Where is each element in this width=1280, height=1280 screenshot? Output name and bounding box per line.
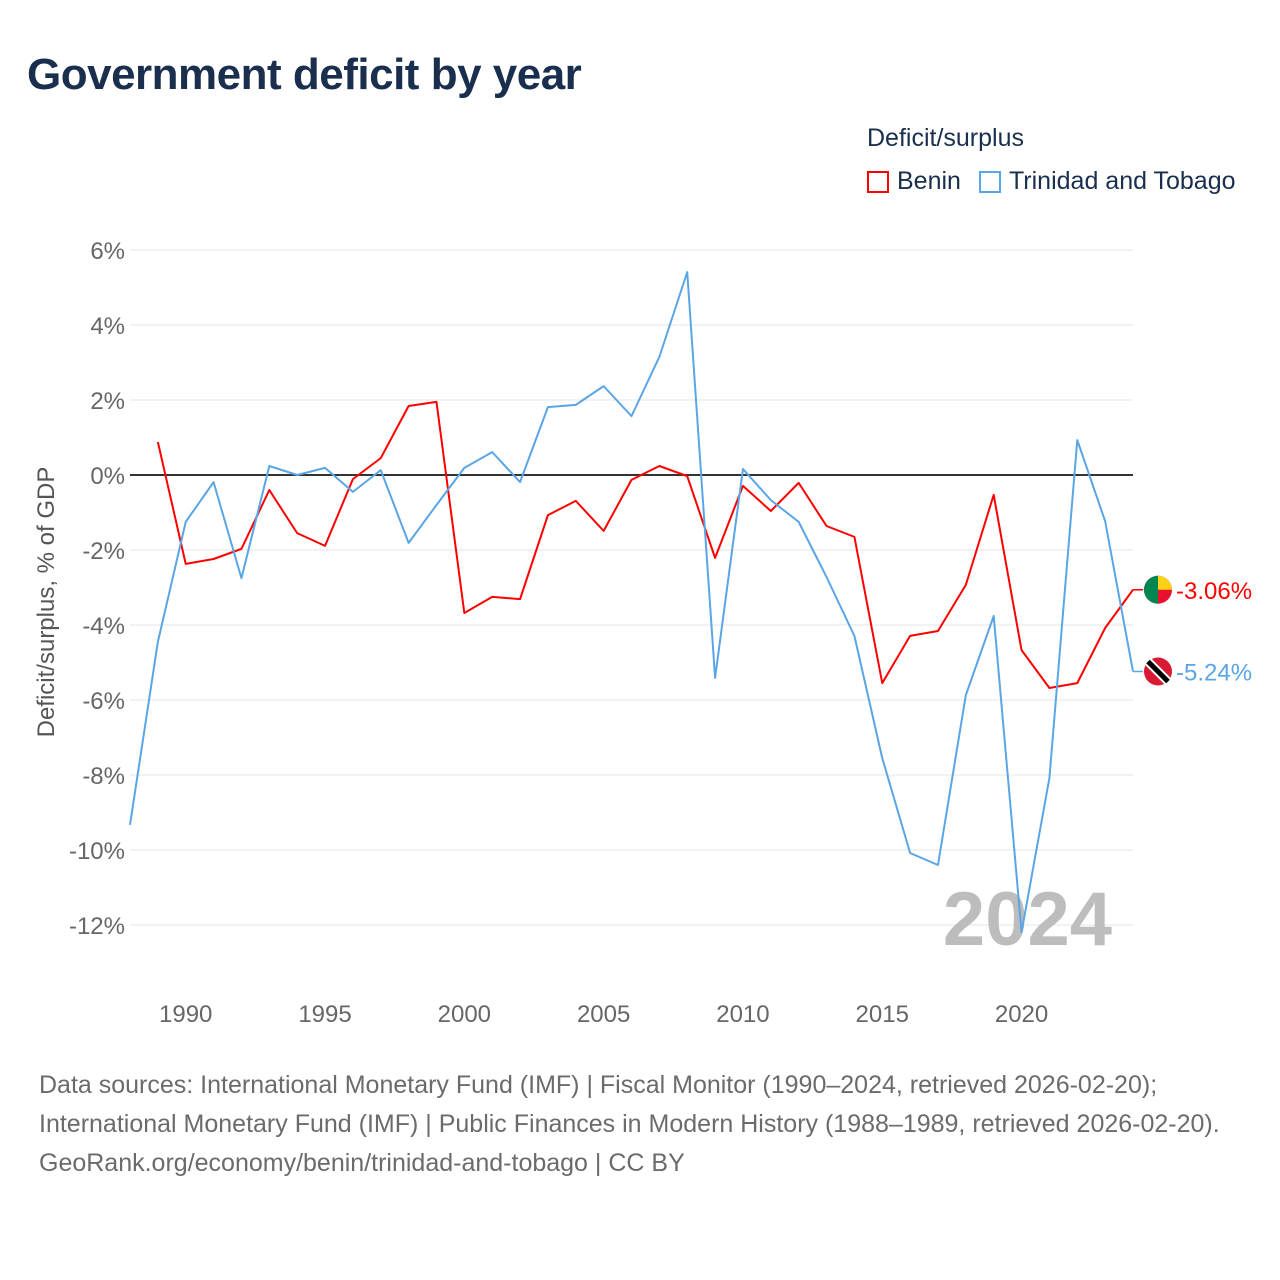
legend-swatch bbox=[978, 170, 1001, 193]
legend-label: Trinidad and Tobago bbox=[1008, 167, 1236, 195]
y-tick-label: 2% bbox=[90, 388, 125, 415]
legend-label: Benin bbox=[897, 167, 961, 195]
legend: Deficit/surplus Benin Trinidad and Tobag… bbox=[867, 124, 1254, 196]
benin-flag-green bbox=[1144, 575, 1158, 604]
end-value-label: -3.06% bbox=[1176, 578, 1252, 605]
x-tick-label: 2010 bbox=[716, 1001, 769, 1028]
legend-title: Deficit/surplus bbox=[867, 124, 1024, 152]
legend-swatch bbox=[867, 170, 889, 193]
x-tick-label: 2015 bbox=[856, 1001, 909, 1028]
legend-item-benin[interactable]: Benin bbox=[867, 167, 961, 196]
end-value-label: -5.24% bbox=[1176, 660, 1252, 687]
y-tick-label: -4% bbox=[82, 613, 125, 640]
y-tick-label: 6% bbox=[90, 238, 125, 265]
footer: Data sources: International Monetary Fun… bbox=[39, 1066, 1239, 1183]
y-tick-label: 4% bbox=[90, 313, 125, 340]
series-line-trinidad-and-tobago bbox=[129, 271, 1134, 934]
y-tick-label: -8% bbox=[82, 763, 125, 790]
x-tick-label: 1990 bbox=[159, 1001, 212, 1028]
x-tick-label: 1995 bbox=[298, 1001, 351, 1028]
year-watermark: 2024 bbox=[943, 877, 1112, 962]
y-tick-label: -2% bbox=[82, 538, 125, 565]
x-tick-label: 2005 bbox=[577, 1001, 630, 1028]
x-tick-label: 2000 bbox=[438, 1001, 491, 1028]
y-tick-label: -6% bbox=[82, 688, 125, 715]
y-axis-label: Deficit/surplus, % of GDP bbox=[33, 467, 60, 738]
x-tick-label: 2020 bbox=[995, 1001, 1048, 1028]
chart-title: Government deficit by year bbox=[27, 50, 582, 99]
legend-item-trinidad[interactable]: Trinidad and Tobago bbox=[978, 167, 1236, 196]
series-line-benin bbox=[156, 400, 1134, 689]
trinidad-flag-black bbox=[1146, 659, 1170, 684]
y-tick-label: 0% bbox=[90, 463, 125, 490]
y-tick-label: -12% bbox=[69, 913, 125, 940]
benin-flag-yellow bbox=[1158, 575, 1172, 590]
y-tick-label: -10% bbox=[69, 838, 125, 865]
data-sources: Data sources: International Monetary Fun… bbox=[39, 1071, 1220, 1138]
credit-link[interactable]: GeoRank.org/economy/benin/trinidad-and-t… bbox=[39, 1149, 685, 1177]
